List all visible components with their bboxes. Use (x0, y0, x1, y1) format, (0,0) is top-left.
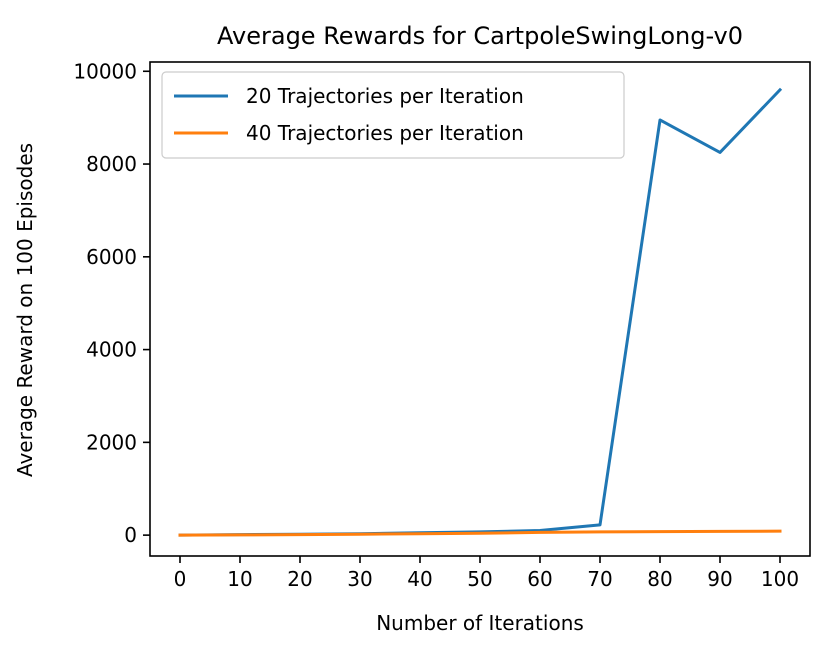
x-axis-title: Number of Iterations (376, 611, 584, 635)
y-axis: 0 2000 4000 6000 8000 10000 (73, 59, 150, 547)
x-tick-label-8: 80 (647, 567, 672, 591)
y-tick-label-1: 2000 (86, 430, 137, 454)
legend-label-0: 20 Trajectories per Iteration (246, 84, 524, 108)
y-tick-label-3: 6000 (86, 245, 137, 269)
x-axis: 0 10 20 30 40 50 60 70 80 90 100 (174, 556, 799, 591)
x-tick-label-1: 10 (227, 567, 252, 591)
legend-box (161, 71, 625, 159)
x-tick-label-3: 30 (347, 567, 372, 591)
x-tick-label-2: 20 (287, 567, 312, 591)
x-tick-label-9: 90 (707, 567, 732, 591)
y-axis-title: Average Reward on 100 Episodes (13, 143, 37, 477)
series-line-1 (178, 529, 782, 537)
y-tick-label-2: 4000 (86, 338, 137, 362)
legend: 20 Trajectories per Iteration 40 Trajecto… (161, 71, 625, 159)
x-tick-label-0: 0 (174, 567, 187, 591)
y-tick-label-4: 8000 (86, 152, 137, 176)
x-tick-label-4: 40 (407, 567, 432, 591)
x-tick-label-10: 100 (761, 567, 799, 591)
y-tick-label-0: 0 (124, 523, 137, 547)
x-tick-label-6: 60 (527, 567, 552, 591)
chart-title: Average Rewards for CartpoleSwingLong-v0 (217, 22, 743, 50)
x-tick-label-5: 50 (467, 567, 492, 591)
x-tick-label-7: 70 (587, 567, 612, 591)
y-tick-label-5: 10000 (73, 59, 137, 83)
legend-label-1: 40 Trajectories per Iteration (246, 121, 524, 145)
